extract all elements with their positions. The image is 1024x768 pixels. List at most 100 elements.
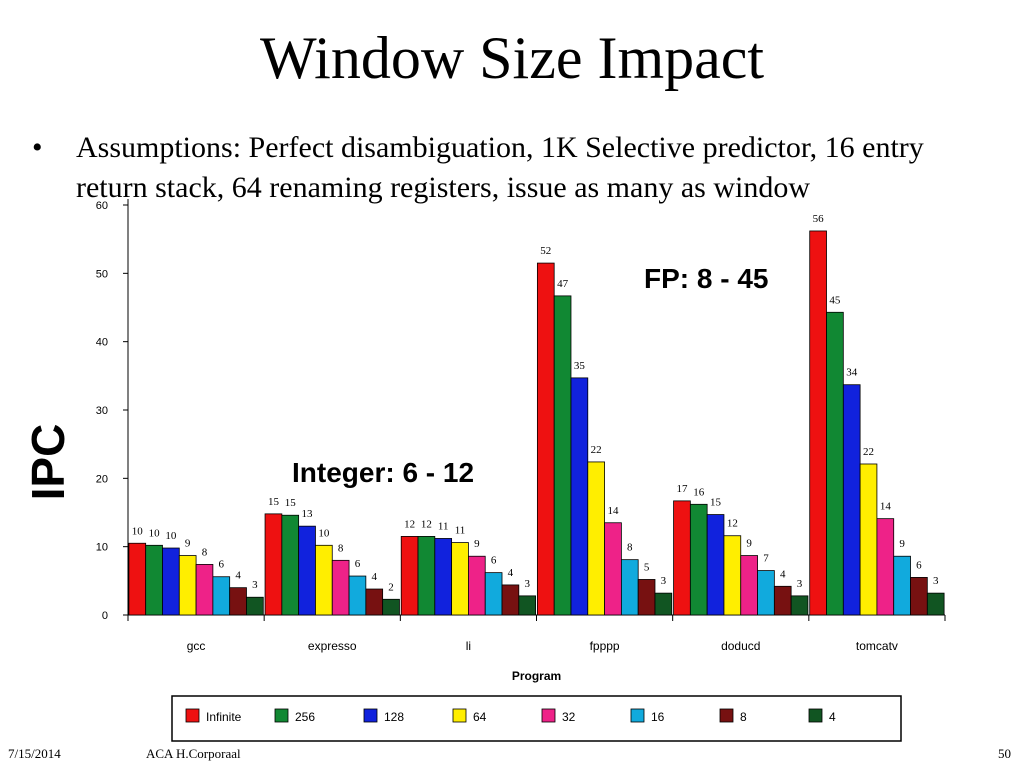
bar bbox=[434, 538, 453, 616]
bar bbox=[281, 514, 300, 616]
data-label: 4 bbox=[508, 567, 514, 579]
data-label: 9 bbox=[746, 538, 752, 550]
assumptions-text: Assumptions: Perfect disambiguation, 1K … bbox=[76, 131, 924, 204]
data-label: 3 bbox=[252, 579, 258, 591]
bar bbox=[162, 547, 180, 616]
bar bbox=[484, 572, 503, 616]
bar bbox=[553, 295, 572, 616]
data-label: 45 bbox=[829, 294, 841, 306]
x-tick-label: li bbox=[466, 639, 471, 653]
bar bbox=[637, 579, 656, 616]
data-label: 8 bbox=[338, 542, 344, 554]
legend-label: 256 bbox=[295, 710, 315, 724]
bar bbox=[706, 514, 725, 616]
bar bbox=[809, 230, 827, 616]
data-label: 13 bbox=[302, 508, 314, 520]
data-label: 12 bbox=[404, 518, 415, 530]
data-label: 4 bbox=[372, 571, 378, 583]
data-label: 34 bbox=[846, 367, 858, 379]
bar bbox=[757, 570, 775, 616]
data-label: 6 bbox=[219, 559, 225, 571]
bar bbox=[604, 522, 622, 616]
footer-page-number: 50 bbox=[998, 746, 1011, 761]
bar bbox=[468, 555, 486, 616]
bar bbox=[178, 555, 197, 616]
data-label: 11 bbox=[455, 525, 466, 537]
bar bbox=[723, 535, 742, 616]
x-tick-label: expresso bbox=[308, 639, 357, 653]
data-label: 12 bbox=[727, 518, 738, 530]
data-label: 47 bbox=[557, 278, 569, 290]
data-label: 4 bbox=[780, 568, 786, 580]
bar bbox=[570, 377, 589, 616]
bullet-dot-icon: • bbox=[32, 131, 43, 164]
legend-box bbox=[171, 695, 902, 742]
bar bbox=[910, 577, 928, 616]
data-label: 10 bbox=[165, 530, 177, 542]
legend-swatch bbox=[452, 708, 467, 723]
bar bbox=[773, 585, 792, 616]
bar bbox=[417, 536, 436, 616]
data-label: 3 bbox=[933, 575, 939, 587]
data-label: 7 bbox=[763, 553, 769, 565]
bar bbox=[893, 555, 911, 616]
footer-date: 7/15/2014 bbox=[8, 746, 61, 761]
x-tick-label: fpppp bbox=[590, 639, 620, 653]
bar bbox=[859, 463, 878, 616]
data-label: 3 bbox=[524, 578, 530, 590]
data-label: 52 bbox=[540, 245, 551, 257]
bar bbox=[536, 262, 555, 616]
y-tick-label: 50 bbox=[96, 268, 108, 280]
legend-swatch bbox=[274, 708, 289, 723]
bar bbox=[689, 503, 708, 616]
bar bbox=[348, 575, 367, 616]
annotation-integer-range: Integer: 6 - 12 bbox=[292, 457, 474, 488]
data-label: 5 bbox=[644, 561, 650, 573]
bar bbox=[451, 542, 469, 616]
legend-swatch bbox=[808, 708, 823, 723]
bar bbox=[620, 559, 639, 616]
data-label: 2 bbox=[388, 581, 394, 593]
data-label: 9 bbox=[899, 538, 905, 550]
data-label: 11 bbox=[438, 520, 449, 532]
data-label: 9 bbox=[474, 538, 480, 550]
data-label: 3 bbox=[661, 575, 667, 587]
data-label: 12 bbox=[421, 518, 432, 530]
footer-author: ACA H.Corporaal bbox=[146, 746, 241, 761]
x-tick-label: tomcatv bbox=[856, 639, 898, 653]
bar bbox=[876, 518, 895, 616]
bar bbox=[587, 461, 605, 616]
legend-swatch bbox=[630, 708, 645, 723]
slide-title: Window Size Impact bbox=[259, 25, 765, 91]
legend-label: 64 bbox=[473, 710, 487, 724]
data-label: 6 bbox=[916, 559, 922, 571]
data-label: 10 bbox=[318, 527, 330, 539]
legend-label: 8 bbox=[740, 710, 747, 724]
legend-swatch bbox=[719, 708, 734, 723]
data-label: 8 bbox=[202, 546, 208, 558]
data-label: 10 bbox=[149, 527, 161, 539]
bar bbox=[264, 513, 283, 616]
data-label: 8 bbox=[627, 542, 633, 554]
legend-swatch bbox=[363, 708, 378, 723]
data-label: 14 bbox=[607, 505, 619, 517]
bar bbox=[212, 576, 231, 616]
bar bbox=[400, 536, 419, 616]
data-label: 3 bbox=[797, 578, 803, 590]
legend-label: 16 bbox=[651, 710, 665, 724]
data-label: 15 bbox=[268, 496, 280, 508]
x-axis-label: Program bbox=[512, 669, 561, 683]
bar bbox=[128, 542, 147, 616]
y-tick-label: 10 bbox=[96, 542, 108, 554]
bar bbox=[315, 544, 333, 616]
y-tick-label: 60 bbox=[96, 200, 108, 212]
y-tick-label: 40 bbox=[96, 337, 108, 349]
data-label: 17 bbox=[676, 483, 688, 495]
legend-label: 4 bbox=[829, 710, 836, 724]
data-label: 35 bbox=[574, 360, 586, 372]
data-label: 15 bbox=[710, 497, 722, 509]
y-axis-label: IPC bbox=[22, 424, 74, 501]
data-label: 22 bbox=[863, 446, 874, 458]
bar bbox=[246, 596, 264, 616]
